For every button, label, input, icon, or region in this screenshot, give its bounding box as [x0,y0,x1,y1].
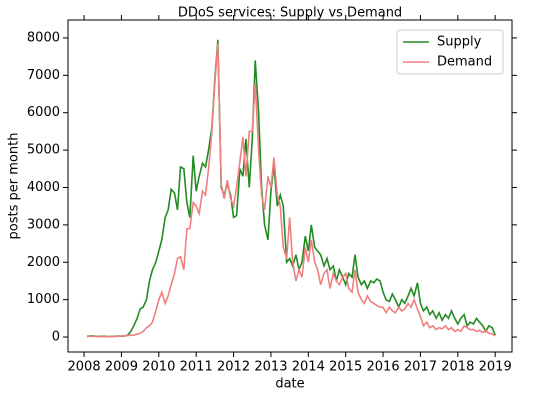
x-tick-label: 2011 [180,360,213,375]
y-tick-label: 1000 [27,292,60,307]
y-tick-label: 4000 [27,180,60,195]
legend-label: Supply [437,35,482,50]
y-tick-label: 7000 [27,68,60,83]
x-tick-label: 2015 [329,360,362,375]
chart-title: DDoS services: Supply vs Demand [178,6,402,21]
line-series [86,43,496,338]
x-tick-label: 2019 [479,360,512,375]
legend-box [396,29,504,75]
x-tick-label: 2017 [404,360,437,375]
legend-label: Demand [437,55,492,70]
x-tick-label: 2010 [142,360,175,375]
y-tick-label: 2000 [27,255,60,270]
x-tick-label: 2016 [367,360,400,375]
plot-frame [67,19,513,353]
y-axis-label: posts per month [7,133,22,240]
x-tick-label: 2018 [441,360,474,375]
y-tick-label: 0 [52,330,60,345]
y-tick-label: 5000 [27,143,60,158]
y-tick-label: 3000 [27,217,60,232]
x-tick-label: 2008 [68,360,101,375]
x-tick-label: 2012 [217,360,250,375]
x-tick-label: 2014 [292,360,325,375]
line-series [86,39,496,338]
x-tick-label: 2013 [254,360,287,375]
y-tick-label: 6000 [27,105,60,120]
y-tick-label: 8000 [27,30,60,45]
x-tick-label: 2009 [105,360,138,375]
x-axis-label: date [275,377,304,392]
